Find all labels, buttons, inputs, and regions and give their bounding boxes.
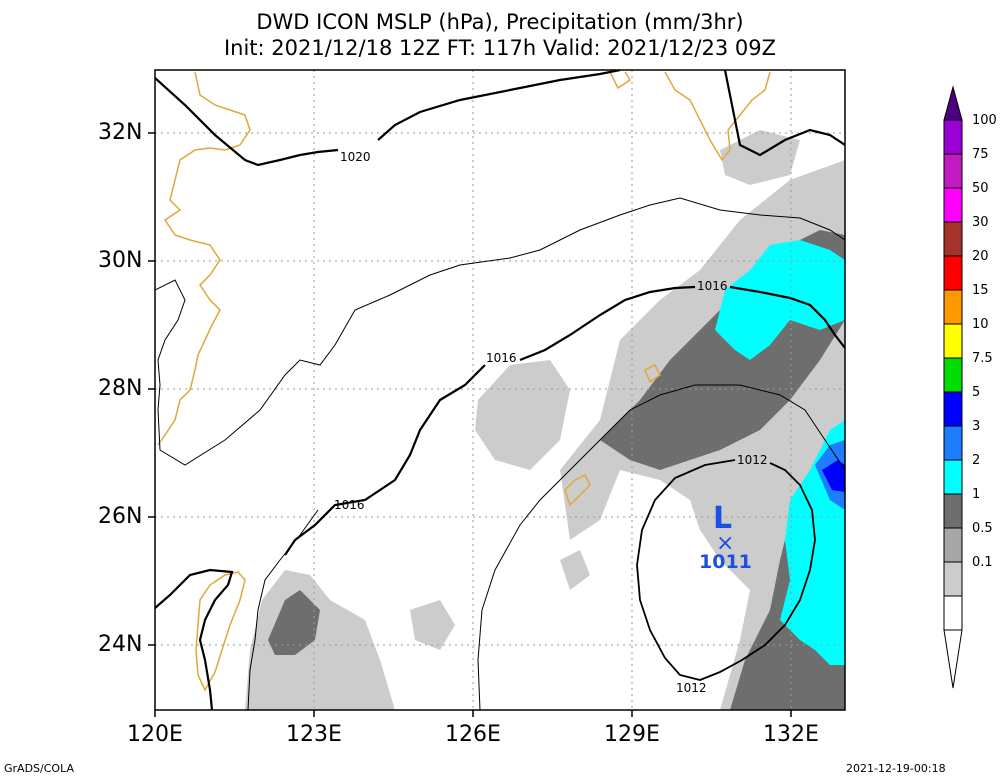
isobar-1012-loop (636, 459, 816, 681)
colorbar-label-2: 2 (972, 453, 981, 468)
lat-label-32n: 32N (98, 120, 143, 145)
colorbar-label-30: 30 (972, 215, 989, 230)
isobar-label-1016-central: 1016 (486, 351, 517, 365)
colorbar-label-75: 75 (972, 147, 989, 162)
axis-ticks (148, 132, 792, 717)
isobar-1016-east-branch (519, 285, 696, 362)
colorbar-label-1: 1 (972, 487, 981, 502)
colorbar (943, 85, 963, 689)
isobar-1020-north (377, 70, 621, 141)
lon-label-126e: 126E (445, 722, 501, 747)
isobar-1016-north-branch (284, 364, 486, 556)
coastlines (157, 71, 771, 692)
colorbar-swatch-50 (943, 187, 963, 223)
isobar-label-1016-east: 1016 (697, 279, 728, 293)
map-border (154, 69, 846, 711)
colorbar-swatch-30 (943, 221, 963, 257)
isobar-1020-east (723, 70, 845, 157)
colorbar-swatch-7-5 (943, 357, 963, 393)
precip-light-southwest (245, 570, 395, 710)
footer-timestamp: 2021-12-19-00:18 (846, 762, 946, 775)
low-pressure-center: L × 1011 (699, 501, 752, 573)
lat-label-26n: 26N (98, 504, 143, 529)
isobar-label-1016-west: 1016 (334, 498, 365, 512)
graticule (155, 70, 845, 710)
colorbar-label-20: 20 (972, 249, 989, 264)
lat-label-28n: 28N (98, 376, 143, 401)
isobar-1016-south-thin (477, 384, 845, 710)
low-symbol: L (713, 501, 732, 536)
lon-label-132e: 132E (763, 722, 819, 747)
low-pressure-value: 1011 (699, 551, 752, 573)
precip-cyan-north (715, 240, 845, 360)
isobar-1016-main (155, 568, 234, 710)
colorbar-label-0-1: 0.1 (972, 555, 993, 570)
lon-label-120e: 120E (127, 722, 183, 747)
precip-moderate-southwest (268, 590, 320, 655)
precip-deepblue-core (822, 460, 845, 492)
isobar-1016-east-tail (729, 285, 845, 349)
isobar-label-1012-south: 1012 (676, 681, 707, 695)
colorbar-label-3: 3 (972, 419, 981, 434)
isobar-label-1012-north: 1012 (737, 453, 768, 467)
precipitation-field (245, 130, 845, 710)
coast-ryukyu-1 (564, 473, 591, 507)
colorbar-bottom-arrow (943, 629, 963, 689)
isobar-1018-thin (155, 197, 845, 466)
coast-china (157, 71, 251, 446)
colorbar-swatch-zero (943, 595, 963, 631)
colorbar-label-7-5: 7.5 (972, 351, 993, 366)
precip-light-central (475, 360, 570, 470)
colorbar-label-10: 10 (972, 317, 989, 332)
colorbar-swatch-3 (943, 425, 963, 461)
colorbar-swatch-100 (943, 119, 963, 155)
colorbar-label-0-5: 0.5 (972, 521, 993, 536)
low-marker-icon: × (716, 531, 734, 556)
colorbar-swatch-20 (943, 255, 963, 291)
chart-title-line1: DWD ICON MSLP (hPa), Precipitation (mm/3… (256, 10, 744, 34)
lon-label-123e: 123E (286, 722, 342, 747)
colorbar-swatch-15 (943, 289, 963, 325)
lat-label-24n: 24N (98, 632, 143, 657)
coast-small-island (609, 71, 632, 90)
colorbar-swatch-2 (943, 459, 963, 495)
precip-light-patch-1 (410, 600, 455, 650)
colorbar-top-arrow (943, 85, 963, 121)
coast-taiwan (195, 571, 246, 692)
lon-label-129e: 129E (604, 722, 660, 747)
colorbar-swatch-1 (943, 493, 963, 529)
colorbar-swatch-0-5 (943, 527, 963, 563)
colorbar-label-100: 100 (972, 113, 997, 128)
isobar-labels: 1020 1016 1016 1016 1012 1012 (334, 150, 768, 695)
isobar-label-1020: 1020 (340, 150, 371, 164)
footer-software-credit: GrADS/COLA (4, 762, 74, 775)
colorbar-swatch-75 (943, 153, 963, 189)
colorbar-swatch-0-1 (943, 561, 963, 597)
coast-kyushu (664, 71, 771, 162)
colorbar-label-50: 50 (972, 181, 989, 196)
chart-title-line2: Init: 2021/12/18 12Z FT: 117h Valid: 202… (223, 36, 777, 60)
isobar-1020-west (155, 77, 339, 167)
colorbar-label-5: 5 (972, 385, 981, 400)
coast-ryukyu-2 (644, 363, 661, 384)
colorbar-swatch-10 (943, 323, 963, 359)
colorbar-swatch-5 (943, 391, 963, 427)
isobars (155, 70, 845, 710)
map-frame-content: L × 1011 1020 1016 1016 1016 1012 1012 (155, 70, 845, 710)
lat-label-30n: 30N (98, 248, 143, 273)
colorbar-label-15: 15 (972, 283, 989, 298)
isobar-1016-southwest-thin (247, 509, 319, 710)
precip-light-patch-2 (560, 550, 590, 590)
